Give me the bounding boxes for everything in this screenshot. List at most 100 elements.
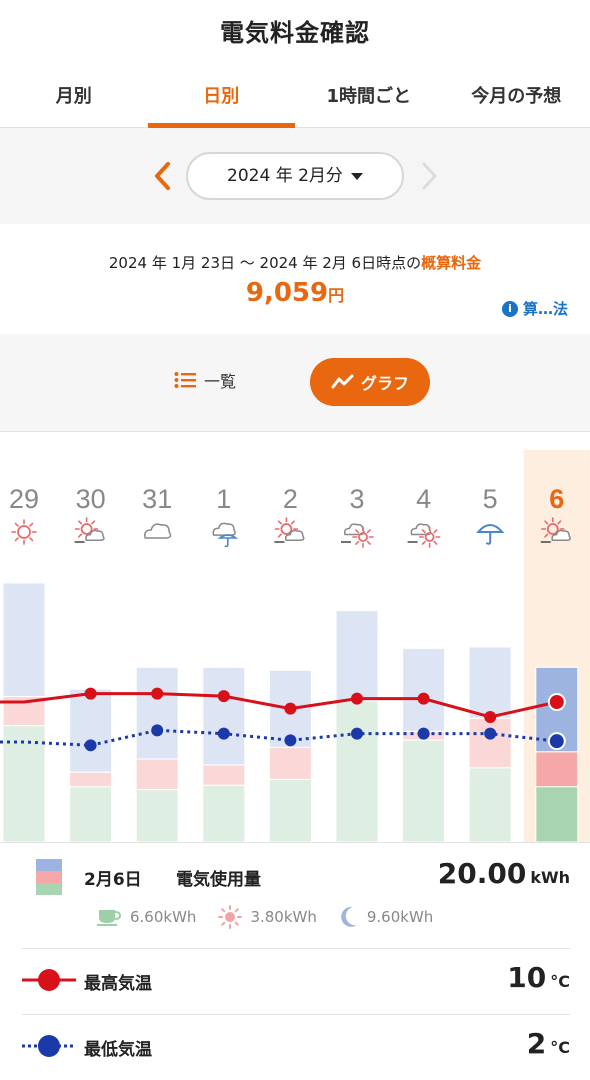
sun-ray	[366, 529, 371, 534]
breakdown-off-peak-value: 6.60kWh	[130, 908, 197, 926]
tab-monthly[interactable]: 月別	[55, 86, 92, 107]
cloud-icon	[144, 523, 172, 539]
usage-chart: 29 30 31 1 2 3 4 5 6	[0, 432, 590, 842]
bar-segment-off_peak	[202, 784, 246, 842]
sun-ray	[544, 533, 549, 538]
bar-segment-night	[69, 688, 113, 773]
sun-icon	[424, 532, 435, 542]
sun-ray	[366, 540, 371, 545]
bar-segment-night	[135, 666, 179, 760]
tab-daily[interactable]: 日別	[147, 66, 296, 128]
day-label: 3	[349, 484, 364, 514]
graph-view-label: グラフ	[360, 374, 409, 393]
chevron-left-icon[interactable]	[148, 158, 178, 194]
bar-segment-day	[202, 764, 246, 786]
high-temp-point	[84, 687, 97, 700]
low-temp-point	[151, 724, 164, 737]
cloud-icon	[284, 529, 305, 541]
cloud-icon	[212, 522, 236, 536]
view-toggle: 一覧 グラフ	[0, 334, 590, 432]
sun-ray	[78, 533, 83, 538]
day-label: 6	[549, 484, 564, 514]
usage-legend-icon	[36, 859, 62, 895]
high-temp-row: 最高気温 10 °C	[22, 948, 570, 1014]
bar-segment-day	[69, 771, 113, 788]
high-temp-point	[547, 693, 566, 711]
usage-total: 20.00 kWh	[438, 857, 570, 890]
graph-view-button[interactable]: グラフ	[310, 358, 430, 406]
bar-segment-night	[335, 610, 379, 702]
sun-ray	[421, 529, 426, 534]
bar-segment-off_peak	[268, 778, 312, 842]
sun-icon	[546, 523, 559, 535]
page-title: 電気料金確認	[220, 19, 370, 47]
period-text: 2024 年 1月 23日 〜 2024 年 2月 6日時点の概算料金	[0, 252, 590, 273]
list-view-button[interactable]: 一覧	[174, 368, 236, 392]
usage-summary: 2月6日 電気使用量 20.00 kWh 6.60kWh 3.80	[0, 842, 590, 948]
bar-segment-day	[135, 758, 179, 791]
high-temp-point	[484, 710, 497, 723]
tab-forecast[interactable]: 今月の予想	[471, 86, 562, 107]
caret-down-icon	[350, 172, 363, 180]
sun-icon	[358, 532, 368, 542]
day-label: 29	[9, 484, 39, 514]
day-label: 5	[483, 484, 498, 514]
cup-icon	[97, 910, 122, 926]
sun-ray	[557, 520, 562, 525]
list-icon	[174, 372, 196, 388]
bar-segment-off_peak	[402, 739, 446, 842]
sun-ray	[14, 522, 19, 527]
sun-ray	[355, 529, 360, 534]
breakdown-day: 3.80kWh	[218, 905, 317, 929]
bill-summary: 2024 年 1月 23日 〜 2024 年 2月 6日時点の概算料金 9,05…	[0, 224, 590, 334]
sun-ray	[290, 520, 295, 525]
line-chart-icon	[331, 374, 354, 389]
high-temp-legend-icon	[22, 969, 76, 991]
high-temp-point	[417, 692, 430, 705]
breakdown-day-value: 3.80kWh	[250, 908, 317, 926]
low-temp-point	[351, 727, 363, 740]
bar-segment-off_peak	[535, 786, 579, 842]
sun-ray	[433, 540, 438, 545]
day-label: 31	[142, 484, 172, 514]
bar-segment-day	[268, 746, 312, 780]
low-temp-number: 2	[526, 1027, 547, 1060]
month-select[interactable]: 2024 年 2月分	[186, 152, 404, 200]
tab-hourly[interactable]: 1時間ごと	[326, 86, 412, 107]
low-temp-line	[0, 728, 557, 747]
high-temp-line	[0, 692, 558, 719]
chevron-right-icon	[422, 162, 437, 190]
low-temp-point	[84, 739, 97, 752]
low-temp-point	[484, 727, 497, 740]
sun-icon	[80, 523, 93, 535]
estimated-amount: 9,059円	[0, 278, 590, 308]
low-temp-label: 最低気温	[84, 1040, 152, 1060]
high-temp-label: 最高気温	[84, 974, 152, 994]
sun-ray	[14, 537, 19, 542]
period-range: 2024 年 1月 23日 〜 2024 年 2月 6日時点の	[108, 254, 422, 272]
month-select-label: 2024 年 2月分	[227, 166, 343, 186]
calc-method-link[interactable]: i 算…法	[501, 298, 568, 319]
amount-value: 9,059	[245, 278, 329, 308]
day-label: 30	[76, 484, 106, 514]
bar-segment-day	[468, 717, 512, 769]
high-temp-point	[284, 702, 297, 715]
breakdown-off-peak: 6.60kWh	[96, 905, 196, 929]
low-temp-row: 最低気温 2 °C	[22, 1014, 570, 1080]
breakdown-night: 9.60kWh	[339, 905, 433, 929]
sun-ray	[277, 520, 282, 525]
bar-segment-off_peak	[468, 767, 512, 842]
high-temp-point	[217, 690, 230, 703]
low-temp-point	[284, 734, 297, 747]
breakdown-night-value: 9.60kWh	[366, 908, 434, 926]
sun-ray	[91, 520, 96, 525]
bar-segment-off_peak	[2, 725, 46, 842]
period-highlight: 概算料金	[421, 254, 482, 272]
bar-segment-night	[202, 666, 246, 766]
usage-total-unit: kWh	[530, 868, 570, 887]
sun-ray	[29, 537, 34, 542]
low-temp-point	[547, 732, 566, 751]
sun-ray	[421, 540, 426, 545]
tab-bar: 月別 日別 1時間ごと 今月の予想	[0, 66, 590, 128]
usage-total-value: 20.00	[437, 857, 527, 890]
